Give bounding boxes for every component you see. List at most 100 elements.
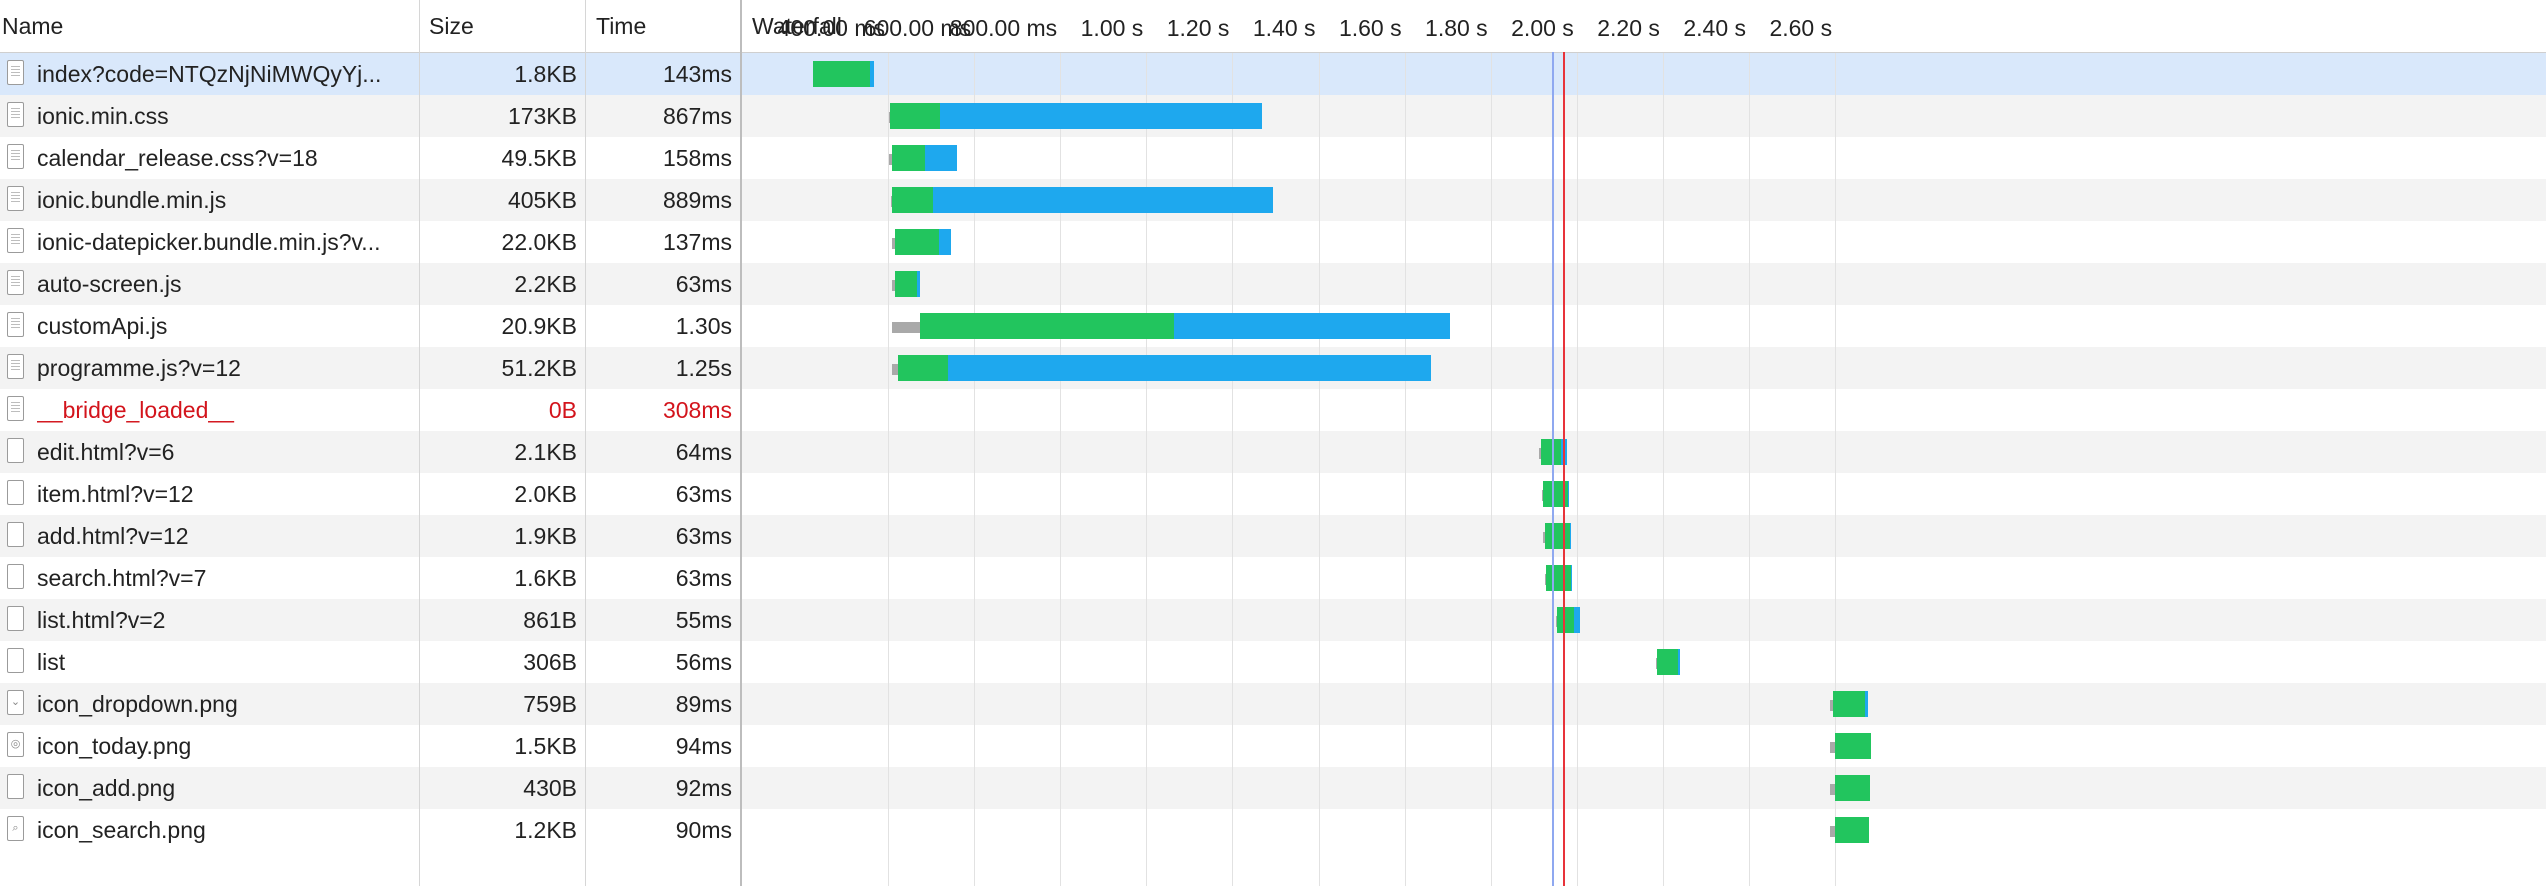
receiving-segment bbox=[890, 103, 940, 129]
receiving-segment bbox=[895, 229, 940, 255]
request-time: 90ms bbox=[675, 817, 732, 843]
waiting-segment bbox=[892, 364, 898, 375]
request-row[interactable]: list.html?v=2 861B 55ms bbox=[0, 599, 2546, 641]
request-row[interactable]: calendar_release.css?v=18 49.5KB 158ms bbox=[0, 137, 2546, 179]
request-row[interactable]: list 306B 56ms bbox=[0, 641, 2546, 683]
timeline-gridline bbox=[1835, 0, 1837, 886]
waiting-segment bbox=[1539, 448, 1541, 459]
timeline-gridline bbox=[1318, 0, 1320, 886]
waterfall-bar[interactable] bbox=[1543, 523, 1571, 549]
request-name: ionic.min.css bbox=[37, 103, 169, 129]
waterfall-bar[interactable] bbox=[889, 103, 1263, 129]
blank-file-icon bbox=[7, 480, 24, 505]
request-row[interactable]: programme.js?v=12 51.2KB 1.25s bbox=[0, 347, 2546, 389]
download-segment bbox=[939, 229, 952, 255]
download-segment bbox=[1174, 313, 1450, 339]
waterfall-column-header[interactable]: Waterfall bbox=[752, 13, 842, 39]
waterfall-bar[interactable] bbox=[892, 313, 1450, 339]
request-name: add.html?v=12 bbox=[37, 523, 189, 549]
document-icon bbox=[7, 270, 24, 295]
request-row[interactable]: ⌄ icon_dropdown.png 759B 89ms bbox=[0, 683, 2546, 725]
request-row[interactable]: ◎ icon_today.png 1.5KB 94ms bbox=[0, 725, 2546, 767]
receiving-segment bbox=[1835, 817, 1869, 843]
receiving-segment bbox=[1544, 523, 1570, 549]
waterfall-bar[interactable] bbox=[1830, 691, 1869, 717]
timeline-tick-label: 600.00 ms bbox=[863, 15, 972, 41]
column-divider[interactable] bbox=[419, 0, 420, 886]
request-row[interactable]: customApi.js 20.9KB 1.30s bbox=[0, 305, 2546, 347]
timeline-gridline bbox=[1662, 0, 1664, 886]
column-divider[interactable] bbox=[585, 0, 586, 886]
timeline-tick-label: 1.40 s bbox=[1252, 15, 1316, 41]
waterfall-divider[interactable] bbox=[740, 0, 742, 886]
request-row[interactable]: auto-screen.js 2.2KB 63ms bbox=[0, 263, 2546, 305]
request-size: 1.8KB bbox=[514, 61, 577, 87]
waterfall-bar[interactable] bbox=[890, 187, 1274, 213]
receiving-segment bbox=[1835, 733, 1871, 759]
waiting-segment bbox=[889, 112, 891, 123]
request-row[interactable]: add.html?v=12 1.9KB 63ms bbox=[0, 515, 2546, 557]
waterfall-bar[interactable] bbox=[1555, 607, 1580, 633]
document-icon bbox=[7, 144, 24, 169]
timeline-tick-label: 2.60 s bbox=[1769, 15, 1833, 41]
waterfall-bar[interactable] bbox=[892, 229, 952, 255]
request-row[interactable]: index?code=NTQzNjNiMWQyYj... 1.8KB 143ms bbox=[0, 53, 2546, 95]
waterfall-bar[interactable] bbox=[812, 61, 875, 87]
waterfall-bar[interactable] bbox=[1830, 817, 1869, 843]
request-time: 64ms bbox=[675, 439, 732, 465]
receiving-segment bbox=[812, 61, 870, 87]
request-size: 861B bbox=[523, 607, 577, 633]
request-name: icon_today.png bbox=[37, 733, 192, 759]
waiting-segment bbox=[1543, 532, 1545, 543]
request-row[interactable]: icon_add.png 430B 92ms bbox=[0, 767, 2546, 809]
receiving-segment bbox=[1540, 439, 1562, 465]
request-size: 2.0KB bbox=[514, 481, 577, 507]
waiting-segment bbox=[1830, 826, 1836, 837]
document-icon bbox=[7, 396, 24, 421]
request-row[interactable]: ionic.bundle.min.js 405KB 889ms bbox=[0, 179, 2546, 221]
waterfall-bar[interactable] bbox=[1830, 733, 1871, 759]
receiving-segment bbox=[892, 187, 934, 213]
timeline-gridline bbox=[1146, 0, 1148, 886]
timeline-tick-label: 1.00 s bbox=[1080, 15, 1144, 41]
image-add-icon bbox=[7, 774, 24, 799]
request-name: auto-screen.js bbox=[37, 271, 182, 297]
request-name: __bridge_loaded__ bbox=[37, 397, 234, 423]
name-column-header[interactable]: Name bbox=[2, 13, 64, 39]
timeline-tick-label: 2.40 s bbox=[1683, 15, 1746, 41]
waterfall-bar[interactable] bbox=[1545, 565, 1573, 591]
receiving-segment bbox=[897, 355, 948, 381]
waiting-segment bbox=[1541, 490, 1543, 501]
waterfall-bar[interactable] bbox=[889, 145, 957, 171]
waterfall-bar[interactable] bbox=[1656, 649, 1681, 675]
request-row[interactable]: __bridge_loaded__ 0B 308ms bbox=[0, 389, 2546, 431]
request-row[interactable]: edit.html?v=6 2.1KB 64ms bbox=[0, 431, 2546, 473]
request-size: 20.9KB bbox=[501, 313, 577, 339]
waterfall-bar[interactable] bbox=[892, 355, 1431, 381]
request-size: 1.5KB bbox=[514, 733, 577, 759]
waterfall-bar[interactable] bbox=[1830, 775, 1870, 801]
request-name: item.html?v=12 bbox=[37, 481, 194, 507]
timeline-gridline bbox=[888, 0, 889, 886]
request-row[interactable]: ionic.min.css 173KB 867ms bbox=[0, 95, 2546, 137]
size-column-header[interactable]: Size bbox=[429, 13, 474, 39]
waiting-segment bbox=[889, 154, 892, 165]
request-size: 49.5KB bbox=[501, 145, 577, 171]
timeline-tick-label: 400.00 ms bbox=[777, 15, 885, 41]
request-size: 1.6KB bbox=[514, 565, 577, 591]
blank-file-icon bbox=[7, 564, 24, 589]
waterfall-bar[interactable] bbox=[892, 271, 920, 297]
request-row[interactable]: ionic-datepicker.bundle.min.js?v... 22.0K… bbox=[0, 221, 2546, 263]
timeline-gridline bbox=[1232, 0, 1234, 886]
download-segment bbox=[1574, 607, 1580, 633]
load-event-marker bbox=[1562, 52, 1565, 886]
waiting-segment bbox=[890, 196, 892, 207]
request-time: 158ms bbox=[662, 145, 732, 171]
request-size: 405KB bbox=[507, 187, 577, 213]
request-row[interactable]: ⌕ icon_search.png 1.2KB 90ms bbox=[0, 809, 2546, 851]
document-icon bbox=[7, 228, 24, 253]
request-row[interactable]: item.html?v=12 2.0KB 63ms bbox=[0, 473, 2546, 515]
request-time: 63ms bbox=[675, 481, 732, 507]
request-row[interactable]: search.html?v=7 1.6KB 63ms bbox=[0, 557, 2546, 599]
time-column-header[interactable]: Time bbox=[596, 13, 647, 39]
